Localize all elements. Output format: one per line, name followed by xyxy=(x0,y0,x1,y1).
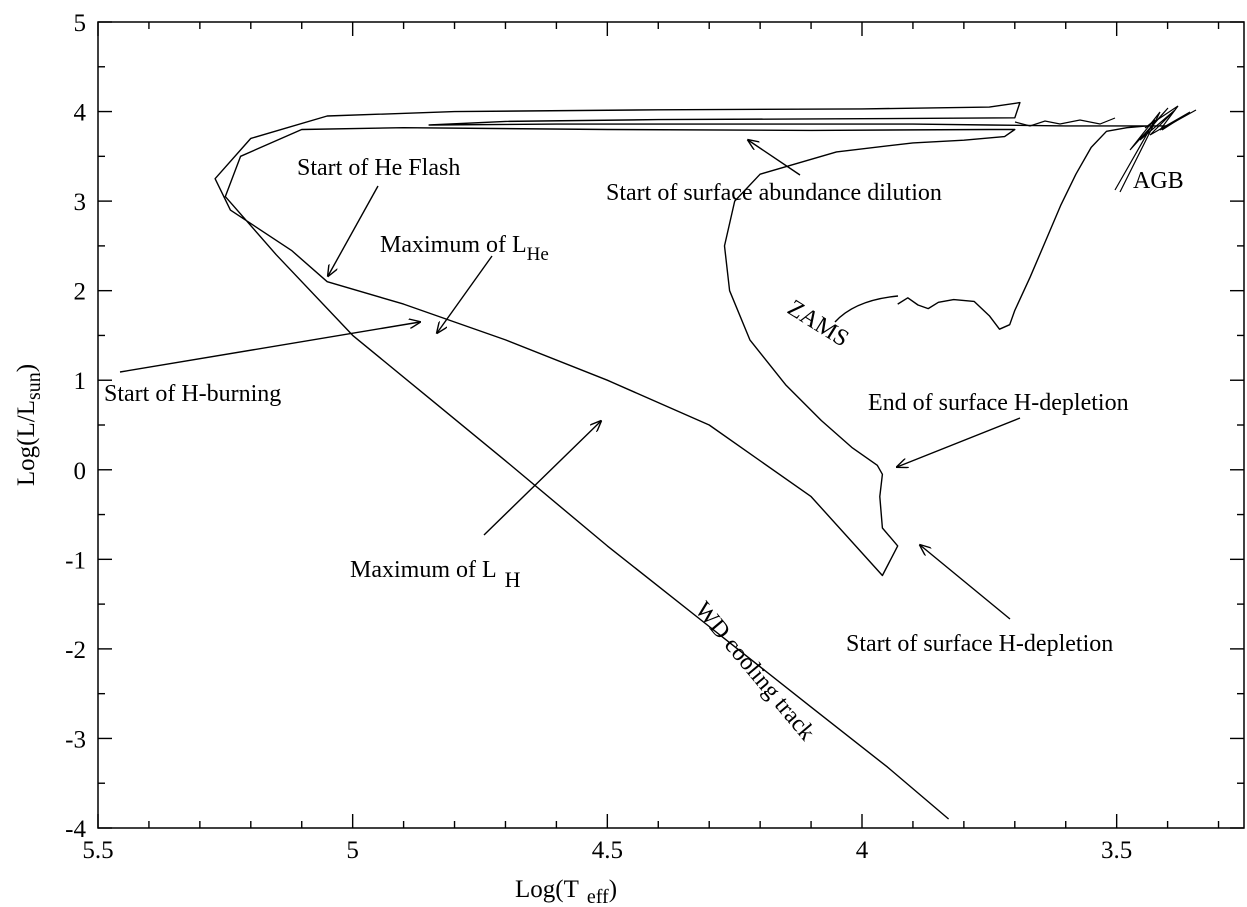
label-start-he-flash: Start of He Flash xyxy=(297,155,460,181)
x-axis-title: Log(T eff) xyxy=(515,876,617,907)
label-max-lh-main: Maximum of L xyxy=(350,557,497,583)
label-max-lh-sub: H xyxy=(505,567,521,592)
x-tick-label: 5 xyxy=(346,837,359,864)
y-tick-label: 5 xyxy=(74,10,87,37)
label-max-lhe-sub: He xyxy=(527,244,549,265)
arrow-zams xyxy=(834,295,899,323)
y-tick-label: -3 xyxy=(65,726,86,753)
arrow-max-lhe xyxy=(437,255,493,333)
x-axis-title-main: Log(T xyxy=(515,876,579,903)
axis-tick-labels: 5.5 5 4.5 4 3.5 5 4 3 2 1 0 -1 -2 -3 -4 xyxy=(65,10,1132,864)
y-tick-label: 3 xyxy=(74,189,87,216)
arrow-he-flash xyxy=(328,185,379,276)
annotation-arrows xyxy=(119,140,1021,620)
arrow-start-h-depletion xyxy=(920,545,1011,620)
x-axis-title-sub: eff xyxy=(587,886,609,907)
agb-thermal-pulses xyxy=(1014,105,1197,193)
y-tick-label: -4 xyxy=(65,816,86,843)
arrow-h-burning xyxy=(119,322,420,373)
y-tick-label: -1 xyxy=(65,547,86,574)
label-surface-dilution: Start of surface abundance dilution xyxy=(606,180,942,206)
label-agb: AGB xyxy=(1133,168,1184,194)
axis-ticks xyxy=(97,21,1244,829)
y-tick-label: -2 xyxy=(65,637,86,664)
arrow-end-h-depletion xyxy=(897,417,1021,467)
x-tick-label: 4 xyxy=(856,837,869,864)
label-start-h-burning: Start of H-burning xyxy=(104,381,281,407)
label-start-h-depletion: Start of surface H-depletion xyxy=(846,631,1113,657)
y-tick-label: 2 xyxy=(74,279,87,306)
y-tick-label: 1 xyxy=(74,368,87,395)
x-axis-title-close: ) xyxy=(609,876,617,903)
y-tick-label: 0 xyxy=(74,458,87,485)
evolutionary-track-line xyxy=(214,101,1169,820)
x-tick-label: 5.5 xyxy=(82,837,113,864)
y-axis-title: Log(L/Lsun) xyxy=(13,364,45,486)
y-axis-title-sub: sun xyxy=(23,372,45,400)
label-max-lhe: Maximum of LHe xyxy=(380,232,549,265)
x-tick-label: 3.5 xyxy=(1101,837,1132,864)
y-axis-title-main: Log(L/L xyxy=(13,400,40,486)
label-zams: ZAMS xyxy=(783,295,853,352)
label-end-h-depletion: End of surface H-depletion xyxy=(868,390,1129,416)
y-axis-title-close: ) xyxy=(13,364,40,372)
x-tick-label: 4.5 xyxy=(592,837,623,864)
label-max-lh: Maximum of L H xyxy=(350,557,521,592)
y-tick-label: 4 xyxy=(74,100,87,127)
arrow-max-lh xyxy=(483,421,601,536)
label-max-lhe-main: Maximum of L xyxy=(380,232,527,258)
arrow-dilution xyxy=(748,140,801,176)
label-wd-cooling-track: WD cooling track xyxy=(689,597,819,745)
